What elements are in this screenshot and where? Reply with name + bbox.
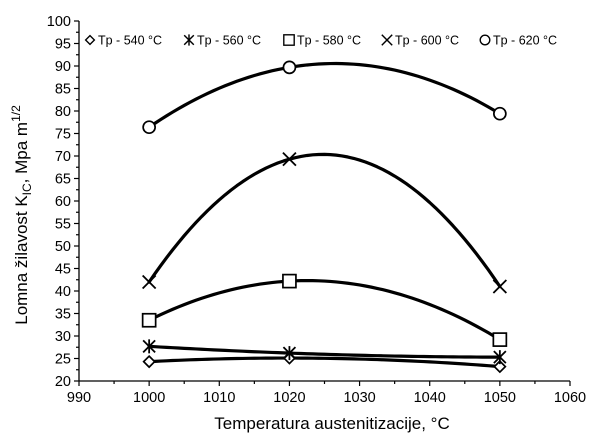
x-tick-label: 1030 — [343, 390, 375, 406]
circle-marker-shape — [142, 120, 156, 135]
x-tick-label: 1010 — [203, 390, 235, 406]
y-tick-label: 45 — [55, 262, 71, 278]
legend-marker — [283, 34, 295, 46]
legend-item-3: Tp - 580 °C — [283, 34, 361, 48]
fitted-curves — [147, 61, 502, 369]
y-tick-label: 90 — [55, 59, 71, 75]
series-5-point — [142, 120, 156, 135]
x-marker-stroke — [381, 34, 393, 46]
y-tick-label: 25 — [55, 352, 71, 368]
y-tick-label: 20 — [55, 374, 71, 390]
circle-marker-shape — [479, 34, 491, 46]
y-tick-label: 50 — [55, 239, 71, 255]
diamond-marker-shape — [493, 359, 507, 374]
series-4-point — [492, 279, 507, 294]
legend-label: Tp - 560 °C — [197, 34, 261, 48]
series-3-point — [141, 312, 157, 328]
series-curve-3 — [147, 279, 502, 342]
series-curve-2 — [147, 344, 502, 359]
series-3-point — [282, 273, 297, 289]
y-tick-label: 55 — [55, 217, 71, 233]
y-axis-title-main: Lomna žilavost K — [12, 195, 31, 325]
x-tick-label: 1020 — [273, 390, 305, 406]
axes: 20 25 30 35 40 45 50 55 60 65 70 75 80 85 90 95 100 990 10… — [47, 14, 586, 406]
y-axis-title-rest: , Mpa m — [12, 122, 31, 183]
legend-marker — [381, 34, 393, 46]
legend-marker — [183, 34, 195, 46]
series-5-point — [493, 106, 507, 121]
y-tick-label: 75 — [55, 127, 71, 143]
y-tick-label: 30 — [55, 329, 71, 345]
series-1-point — [142, 354, 156, 369]
series-4-point — [142, 274, 157, 290]
legend-label: Tp - 620 °C — [493, 34, 557, 48]
series-1-point — [493, 359, 507, 374]
x-marker-stroke — [282, 152, 297, 167]
square-marker-shape — [283, 34, 295, 46]
series-4-point — [282, 152, 297, 167]
circle-marker-shape — [493, 106, 507, 121]
y-tick-label: 35 — [55, 307, 71, 323]
data-markers — [141, 60, 508, 374]
series-curve-4 — [147, 152, 502, 289]
legend-item-5: Tp - 620 °C — [479, 34, 557, 48]
legend-marker — [479, 34, 491, 46]
x-marker-stroke — [492, 279, 507, 294]
x-axis-title: Temperatura austenitizacije, °C — [214, 414, 449, 433]
y-tick-label: 40 — [55, 284, 71, 300]
y-axis-title-superscript: 1/2 — [9, 105, 23, 122]
legend-item-2: Tp - 560 °C — [183, 34, 261, 48]
series-2-point — [493, 350, 507, 365]
x-tick-label: 1050 — [484, 390, 516, 406]
y-axis-title: Lomna žilavost KIC, Mpa m1/2 — [9, 105, 34, 325]
legend-label: Tp - 540 °C — [98, 34, 162, 48]
diamond-marker-shape — [84, 34, 96, 46]
y-tick-label: 80 — [55, 104, 71, 120]
diamond-marker-shape — [142, 354, 156, 369]
series-2-point — [142, 339, 156, 354]
y-tick-label: 70 — [55, 149, 71, 165]
series-3-point — [492, 332, 508, 347]
legend-label: Tp - 600 °C — [395, 34, 459, 48]
series-2-point — [282, 346, 297, 361]
square-marker-shape — [141, 312, 157, 328]
circle-marker-shape — [282, 60, 297, 75]
y-axis-title-subscript: IC — [20, 183, 34, 195]
y-tick-label: 85 — [55, 82, 71, 98]
x-tick-label: 990 — [67, 390, 91, 406]
x-marker-stroke — [142, 274, 157, 290]
y-tick-label: 65 — [55, 172, 71, 188]
square-marker-shape — [282, 273, 297, 289]
legend-label: Tp - 580 °C — [297, 34, 361, 48]
square-marker-shape — [492, 332, 508, 347]
legend: Tp - 540 °C Tp - 560 °C Tp - 580 °C Tp - 60… — [84, 34, 557, 48]
x-tick-label: 1000 — [133, 390, 165, 406]
legend-item-4: Tp - 600 °C — [381, 34, 459, 48]
x-tick-label: 1060 — [554, 390, 586, 406]
series-5-point — [282, 60, 297, 75]
y-tick-label: 95 — [55, 37, 71, 53]
legend-item-1: Tp - 540 °C — [84, 34, 162, 48]
series-curve-1 — [147, 356, 502, 369]
x-tick-label: 1040 — [414, 390, 446, 406]
y-tick-label: 60 — [55, 194, 71, 210]
y-tick-label: 100 — [47, 14, 71, 30]
series-curve-5 — [147, 61, 502, 129]
legend-marker — [84, 34, 96, 46]
